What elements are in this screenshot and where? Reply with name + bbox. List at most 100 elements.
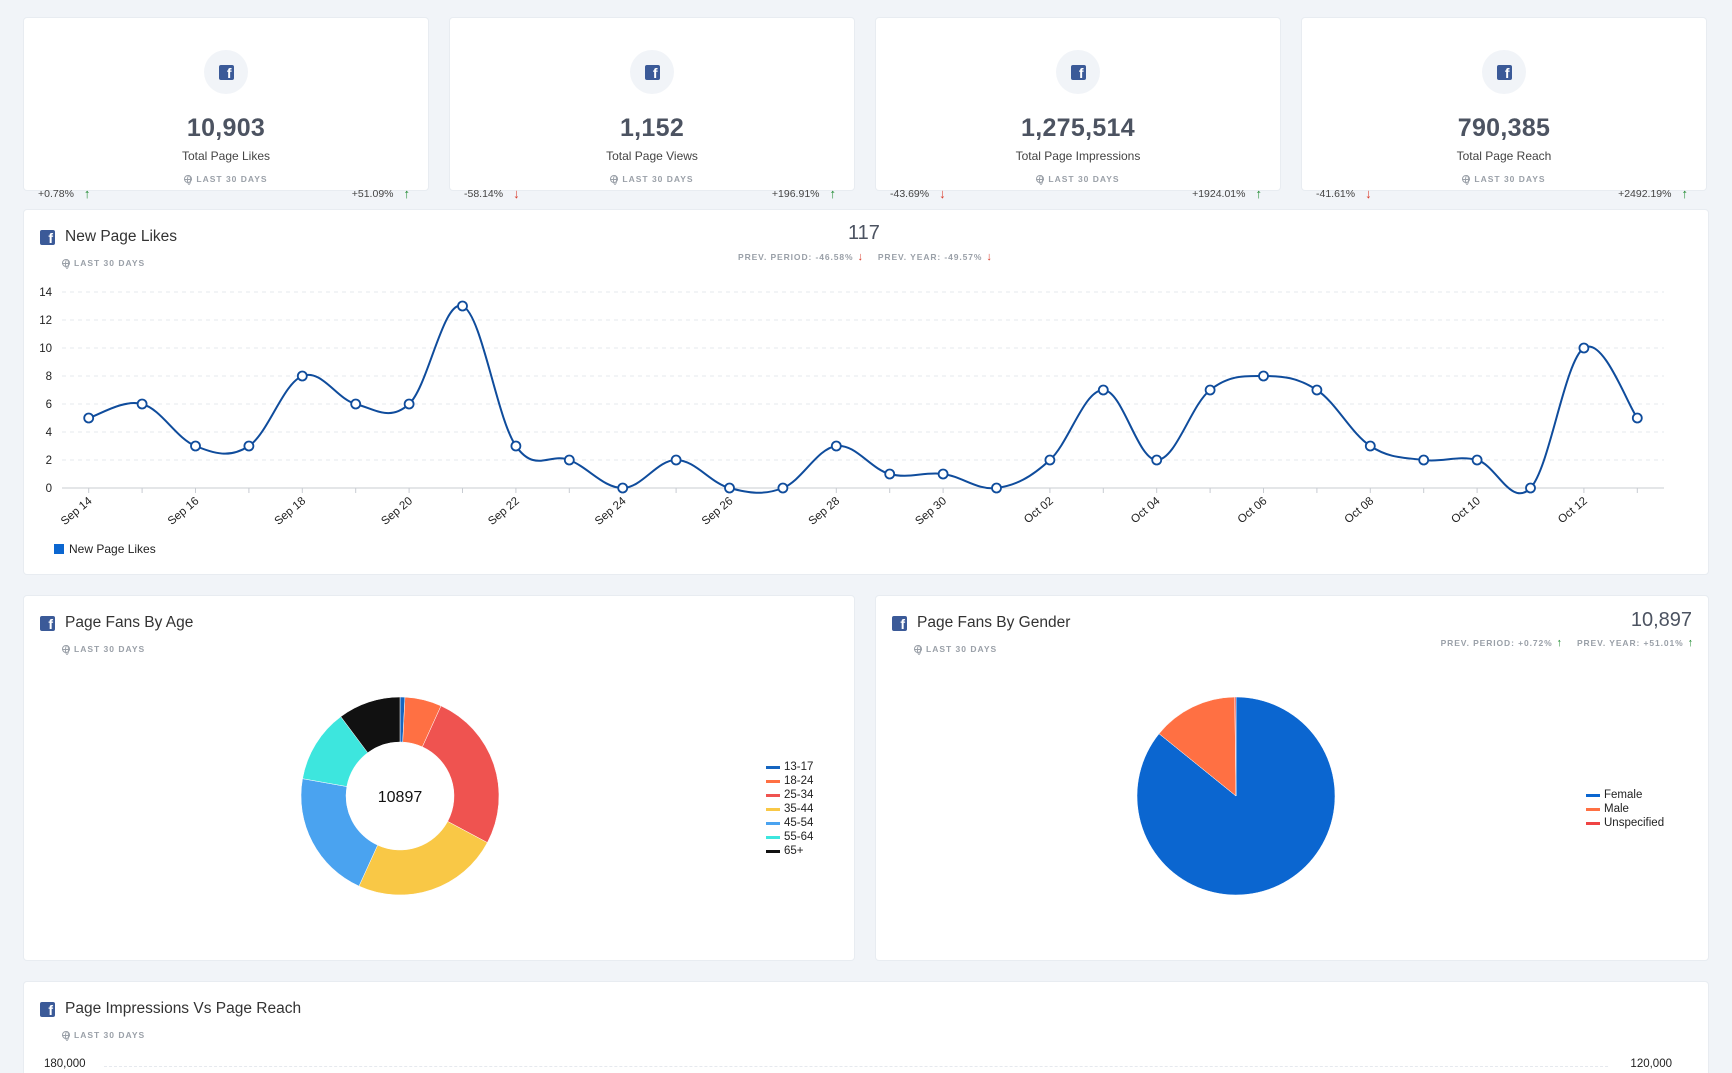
y-tick-label: 12 <box>39 315 52 327</box>
x-tick-label: Sep 28 <box>807 495 843 528</box>
date-range-label: LAST 30 DAYS <box>622 174 694 184</box>
legend-item[interactable]: 25-34 <box>766 788 813 802</box>
gridline <box>104 1066 1608 1067</box>
data-point[interactable] <box>510 440 522 452</box>
data-point[interactable] <box>403 398 415 410</box>
x-tick-label: Oct 08 <box>1343 495 1377 526</box>
x-tick-label: Oct 04 <box>1129 495 1163 526</box>
change-prev-year: +2492.19% ↑ <box>1618 187 1688 200</box>
data-point[interactable] <box>937 468 949 480</box>
legend-label: 35-44 <box>784 803 814 815</box>
change-value: +1924.01% <box>1192 188 1246 200</box>
legend-label: 25-34 <box>784 789 814 801</box>
facebook-icon-badge: f <box>1056 50 1100 94</box>
data-point[interactable] <box>563 454 575 466</box>
comparison-row: PREV. PERIOD: +0.72% ↑ PREV. YEAR: +51.01… <box>1440 637 1694 649</box>
data-point[interactable] <box>1204 384 1216 396</box>
y-tick-label: 14 <box>39 287 52 299</box>
data-point[interactable] <box>1258 370 1269 382</box>
prev-year: PREV. YEAR: +51.01% <box>1576 638 1684 648</box>
data-point[interactable] <box>670 454 682 466</box>
legend-item[interactable]: Male <box>1586 802 1664 816</box>
y-tick-label: 4 <box>46 427 53 439</box>
data-point[interactable] <box>1578 342 1590 354</box>
change-prev-year: +196.91% ↑ <box>772 187 836 200</box>
data-point[interactable] <box>243 440 255 452</box>
data-point[interactable] <box>1311 384 1323 396</box>
legend-label: Female <box>1604 789 1643 801</box>
slice-25-34[interactable] <box>422 705 500 843</box>
legend-swatch <box>1586 807 1600 811</box>
slice-35-44[interactable] <box>358 821 488 896</box>
data-point[interactable] <box>1471 454 1483 466</box>
data-point[interactable] <box>617 482 629 494</box>
legend-item[interactable]: Female <box>1586 788 1664 802</box>
legend-item[interactable]: 45-54 <box>766 816 813 830</box>
kpi-value: 1,152 <box>619 114 685 142</box>
facebook-icon: f <box>218 64 234 80</box>
date-range: LAST 30 DAYS <box>62 258 146 269</box>
page-fans-by-gender-card: f Page Fans By Gender LAST 30 DAYS 10,89… <box>876 596 1708 960</box>
data-point[interactable] <box>991 482 1002 494</box>
data-point[interactable] <box>296 370 308 382</box>
legend-item[interactable]: 35-44 <box>766 802 813 816</box>
data-point[interactable] <box>1097 384 1109 396</box>
legend-item[interactable]: 13-17 <box>766 760 813 774</box>
legend-label: New Page Likes <box>69 542 156 556</box>
arrow-down-icon: ↓ <box>857 251 864 263</box>
change-value: +2492.19% <box>1618 188 1672 200</box>
pie-chart <box>1136 696 1336 896</box>
y-axis-left-top-label: 180,000 <box>44 1058 86 1070</box>
slice-male[interactable] <box>1158 696 1237 797</box>
legend-item[interactable]: 55-64 <box>766 830 813 844</box>
legend-item[interactable]: Unspecified <box>1586 816 1664 830</box>
slice-45-54[interactable] <box>300 778 378 887</box>
legend-swatch <box>766 765 780 769</box>
card-title-text: Page Fans By Gender <box>917 614 1071 631</box>
slice-65-[interactable] <box>340 696 401 754</box>
data-point[interactable] <box>1525 482 1536 494</box>
data-point[interactable] <box>777 482 789 494</box>
arrow-up-icon: ↑ <box>1687 637 1694 649</box>
kpi-label: Total Page Likes <box>181 149 271 163</box>
data-point[interactable] <box>1151 454 1163 466</box>
legend-item[interactable]: New Page Likes <box>54 542 156 556</box>
facebook-icon-badge: f <box>1482 50 1526 94</box>
date-range: LAST 30 DAYS <box>1036 174 1120 185</box>
data-point[interactable] <box>1418 454 1430 466</box>
kpi-value: 1,275,514 <box>1021 114 1135 142</box>
change-prev-year: +51.09% ↑ <box>352 187 410 200</box>
data-point[interactable] <box>136 398 148 410</box>
date-range: LAST 30 DAYS <box>1462 174 1546 185</box>
legend-swatch <box>766 849 780 853</box>
slice-unspecified[interactable] <box>1234 696 1237 797</box>
y-tick-label: 0 <box>46 483 52 495</box>
prev-year: PREV. YEAR: -49.57% <box>877 252 983 262</box>
data-point[interactable] <box>190 440 201 452</box>
total-value: 117 <box>848 222 880 244</box>
gender-legend: Female Male Unspecified <box>1586 788 1664 830</box>
arrow-up-icon: ↑ <box>83 186 91 201</box>
x-tick-label: Oct 10 <box>1449 495 1483 526</box>
date-range-label: LAST 30 DAYS <box>1474 174 1546 184</box>
y-tick-label: 6 <box>46 399 52 411</box>
data-point[interactable] <box>1044 454 1056 466</box>
data-point[interactable] <box>457 300 468 312</box>
legend-item[interactable]: 18-24 <box>766 774 813 788</box>
legend-swatch <box>766 821 780 825</box>
data-point[interactable] <box>1631 412 1643 424</box>
date-range-label: LAST 30 DAYS <box>74 644 146 654</box>
legend-item[interactable]: 65+ <box>766 844 813 858</box>
kpi-label: Total Page Views <box>606 149 698 163</box>
data-point[interactable] <box>1364 440 1376 452</box>
data-point[interactable] <box>724 482 735 494</box>
data-point[interactable] <box>350 398 362 410</box>
prev-period: PREV. PERIOD: +0.72% <box>1440 638 1553 648</box>
date-range-label: LAST 30 DAYS <box>74 258 146 268</box>
globe-icon <box>62 259 70 269</box>
data-point[interactable] <box>884 468 896 480</box>
y-tick-label: 2 <box>46 455 52 467</box>
data-point[interactable] <box>830 440 842 452</box>
data-point[interactable] <box>83 412 95 424</box>
date-range-label: LAST 30 DAYS <box>1048 174 1120 184</box>
